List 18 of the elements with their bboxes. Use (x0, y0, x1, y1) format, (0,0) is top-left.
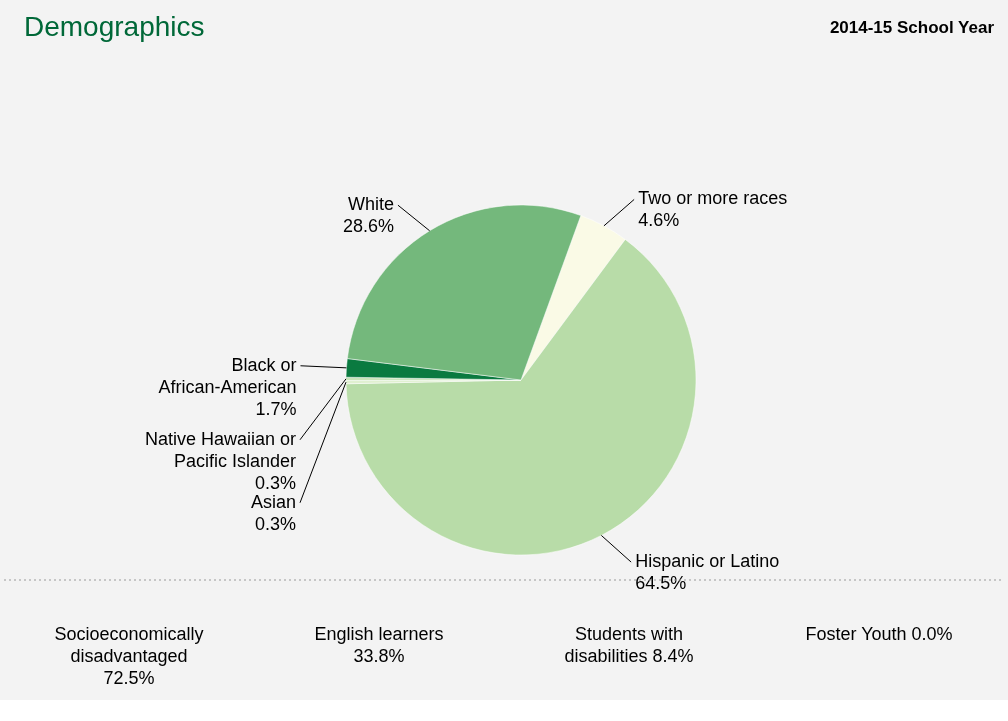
text: Foster Youth 0.0% (805, 624, 953, 644)
data-label: 0.3% (254, 472, 296, 493)
slice-label: Native Hawaiian or Pacific Islander (144, 428, 296, 471)
data-label: 0.3% (254, 513, 297, 534)
slice-label: Black or African-American (158, 354, 297, 397)
text: Students with disabilities 8.4% (564, 624, 694, 666)
slice-label: Asian (250, 491, 297, 512)
slice-label: Hispanic or Latino (635, 551, 780, 572)
text: English learners 33.8% (314, 624, 444, 666)
data-label: 64.5% (635, 573, 687, 594)
data-label: 28.6% (342, 216, 394, 237)
slice-label: Two or more races (638, 188, 788, 209)
text: 2014-15 School Year (829, 18, 995, 37)
data-label: 4.6% (638, 210, 680, 231)
text: Socioeconomically disadvantaged 72.5% (54, 624, 204, 688)
data-label: 1.7% (255, 398, 297, 419)
chart-title: Demographics (24, 11, 205, 42)
slice-label: White (347, 194, 394, 215)
